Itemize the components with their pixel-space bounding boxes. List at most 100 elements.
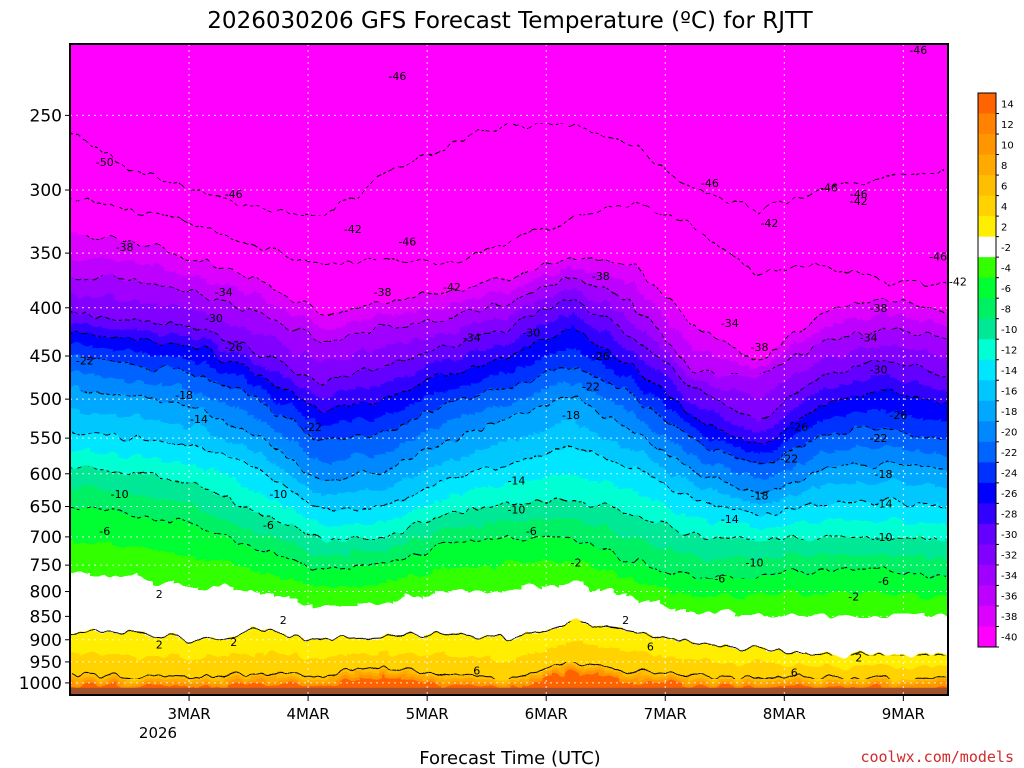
contour-label: -46 bbox=[398, 235, 416, 248]
contour-label: 2 bbox=[622, 614, 629, 627]
colorbar-swatch bbox=[978, 482, 996, 504]
contour-label: -46 bbox=[909, 44, 927, 57]
contour-label: -46 bbox=[929, 251, 947, 264]
contour-label: -18 bbox=[562, 409, 580, 422]
contour-label: -30 bbox=[205, 312, 223, 325]
contour-label: -26 bbox=[790, 421, 808, 434]
colorbar-swatch bbox=[978, 441, 996, 463]
contour-label: -46 bbox=[225, 188, 243, 201]
colorbar-label: 10 bbox=[1001, 140, 1014, 151]
y-tick-label: 900 bbox=[30, 631, 62, 651]
colorbar-swatch bbox=[978, 359, 996, 381]
colorbar-swatch bbox=[978, 380, 996, 402]
x-axis-label: Forecast Time (UTC) bbox=[419, 748, 600, 768]
contour-line bbox=[70, 430, 947, 517]
contour-line bbox=[70, 234, 947, 361]
contour-label: -30 bbox=[870, 363, 888, 376]
colorbar-label: -20 bbox=[1001, 428, 1017, 439]
contour-line bbox=[70, 661, 946, 680]
colorbar-swatch bbox=[978, 503, 996, 525]
contour-line bbox=[70, 123, 947, 217]
colorbar-swatch bbox=[978, 462, 996, 484]
contour-label: -14 bbox=[875, 497, 893, 510]
contour-label: 6 bbox=[473, 664, 480, 677]
contour-label: -2 bbox=[848, 591, 859, 604]
contour-label: -38 bbox=[116, 241, 134, 254]
colorbar-swatch bbox=[978, 277, 996, 299]
contour-label: -14 bbox=[507, 475, 525, 488]
x-tick-label: 9MAR bbox=[882, 705, 925, 723]
colorbar-label: 12 bbox=[1001, 120, 1014, 131]
colorbar-swatch bbox=[978, 605, 996, 627]
contour-label: -30 bbox=[522, 327, 540, 340]
colorbar-swatch bbox=[978, 564, 996, 586]
colorbar-label: -6 bbox=[1001, 284, 1011, 295]
contour-label: -18 bbox=[175, 389, 193, 402]
contour-label: -22 bbox=[76, 355, 94, 368]
contour-label: -18 bbox=[875, 468, 893, 481]
y-tick-label: 750 bbox=[30, 556, 62, 576]
x-tick-label: 3MAR bbox=[167, 705, 210, 723]
colorbar-swatch bbox=[978, 154, 996, 176]
contours bbox=[70, 123, 947, 680]
colorbar-swatch bbox=[978, 318, 996, 340]
colorbar-label: 6 bbox=[1001, 181, 1007, 192]
contour-label: -22 bbox=[780, 452, 798, 465]
y-tick-label: 850 bbox=[30, 607, 62, 627]
x-axis-year: 2026 bbox=[139, 724, 177, 742]
contour-label: -42 bbox=[344, 223, 362, 236]
contour-label: -14 bbox=[721, 513, 739, 526]
contour-label: -42 bbox=[850, 195, 868, 208]
colorbar-label: -32 bbox=[1001, 551, 1017, 562]
y-tick-label: 700 bbox=[30, 528, 62, 548]
x-tick-label: 4MAR bbox=[287, 705, 330, 723]
contour-label: -6 bbox=[714, 573, 725, 586]
y-axis: 250 300 350 400 450 500 550 600 650 700 750 800 850 9… bbox=[19, 106, 70, 694]
y-tick-label: 350 bbox=[30, 244, 62, 264]
y-tick-label: 800 bbox=[30, 583, 62, 603]
colorbar-swatch bbox=[978, 523, 996, 545]
contour-label: -46 bbox=[701, 177, 719, 190]
x-tick-label: 8MAR bbox=[763, 705, 806, 723]
contour-label: 6 bbox=[647, 641, 654, 654]
contour-label: -46 bbox=[388, 70, 406, 83]
contour-label: -38 bbox=[870, 302, 888, 315]
contour-line bbox=[70, 275, 947, 375]
colorbar-label: -24 bbox=[1001, 469, 1017, 480]
contour-label: -46 bbox=[850, 188, 868, 201]
colorbar-swatch bbox=[978, 236, 996, 258]
contour-label: -46 bbox=[820, 181, 838, 194]
contour-line bbox=[70, 196, 947, 288]
colorbar-label: -14 bbox=[1001, 366, 1017, 377]
colorbar-swatch bbox=[978, 421, 996, 443]
colorbar-label: -40 bbox=[1001, 633, 1017, 644]
colorbar-label: 14 bbox=[1001, 99, 1014, 110]
contour-label: -18 bbox=[751, 490, 769, 503]
colorbar-swatch bbox=[978, 216, 996, 238]
temperature-field bbox=[70, 44, 948, 695]
contour-label: -38 bbox=[374, 286, 392, 299]
colorbar-label: -28 bbox=[1001, 510, 1017, 521]
y-tick-label: 950 bbox=[30, 653, 62, 673]
colorbar-swatch bbox=[978, 400, 996, 422]
contour-label: -6 bbox=[263, 519, 274, 532]
contour-label: -42 bbox=[949, 275, 967, 288]
colorbar-swatch bbox=[978, 298, 996, 320]
contour-label: -26 bbox=[889, 409, 907, 422]
contour-label: -34 bbox=[721, 317, 739, 330]
colorbar-label: 2 bbox=[1001, 222, 1007, 233]
colorbar-swatch bbox=[978, 257, 996, 279]
colorbar-swatch bbox=[978, 175, 996, 196]
colorbar-label: -16 bbox=[1001, 387, 1017, 398]
colorbar-swatch bbox=[978, 113, 996, 135]
colorbar-label: -38 bbox=[1001, 612, 1017, 623]
colorbar-label: -36 bbox=[1001, 592, 1017, 603]
y-tick-label: 600 bbox=[30, 465, 62, 485]
contour-label: -50 bbox=[96, 156, 114, 169]
y-tick-label: 1000 bbox=[19, 674, 62, 694]
contour-label: 2 bbox=[156, 638, 163, 651]
contour-label: -6 bbox=[99, 525, 110, 538]
colorbar: 14 12 10 8 6 4 2 -2 -4 -6 -8 -10 -12 -14 -16 -18 -20 -22 -… bbox=[977, 92, 1017, 648]
contour-line bbox=[70, 390, 947, 495]
contour-line bbox=[70, 355, 947, 468]
